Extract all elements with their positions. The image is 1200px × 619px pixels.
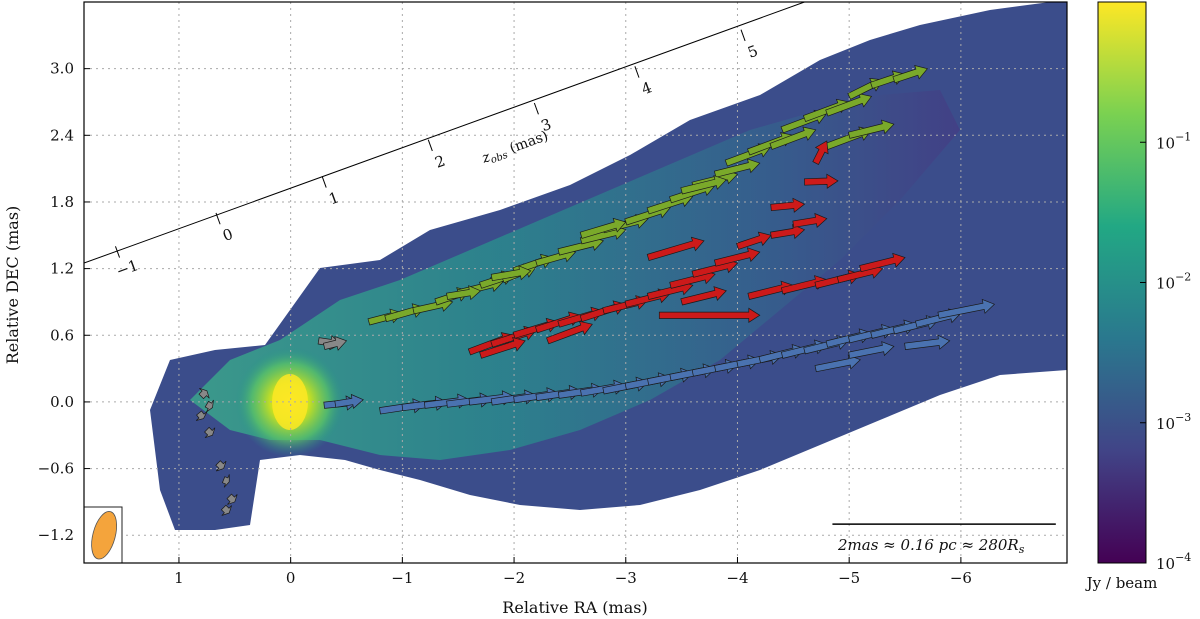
colorbar-tick-label: 10−2 bbox=[1156, 271, 1191, 293]
z-obs-tick bbox=[634, 66, 640, 78]
velocity-arrow bbox=[579, 217, 627, 239]
z-obs-tick bbox=[215, 212, 221, 225]
velocity-arrow bbox=[215, 460, 227, 472]
velocity-arrow bbox=[736, 231, 772, 250]
velocity-arrow bbox=[770, 224, 806, 240]
vector-series-2 bbox=[323, 298, 996, 415]
y-axis-title: Relative DEC (mas) bbox=[3, 206, 22, 365]
velocity-arrow bbox=[770, 197, 806, 213]
z-obs-tick-label: 4 bbox=[639, 78, 654, 98]
velocity-arrow bbox=[658, 307, 761, 323]
velocity-arrow bbox=[680, 175, 727, 195]
z-obs-tick-label: 5 bbox=[745, 42, 760, 62]
velocity-arrow bbox=[646, 236, 705, 262]
z-obs-tick-label: −1 bbox=[114, 256, 141, 280]
colorbar-tick-label: 10−4 bbox=[1156, 551, 1191, 573]
velocity-arrow bbox=[792, 212, 828, 228]
z-obs-tick-label: 0 bbox=[220, 225, 235, 245]
z-obs-tick-label: 2 bbox=[432, 152, 447, 172]
x-tick-label: −6 bbox=[950, 569, 972, 587]
jet-emission-mid bbox=[190, 90, 960, 460]
velocity-arrow bbox=[226, 493, 238, 505]
velocity-arrow bbox=[490, 265, 532, 282]
y-tick-label: −1.2 bbox=[38, 526, 74, 544]
y-tick-label: 1.8 bbox=[50, 193, 74, 211]
z-obs-tick bbox=[427, 139, 433, 152]
vector-series-1 bbox=[467, 140, 906, 359]
velocity-arrow bbox=[204, 399, 214, 413]
velocity-arrow bbox=[479, 336, 526, 359]
x-tick-label: 1 bbox=[174, 569, 184, 587]
colorbar: Jy / beam 10−4 10−3 10−2 10−1 bbox=[1085, 1, 1191, 592]
z-obs-tick-label: 1 bbox=[326, 188, 341, 208]
z-obs-tick bbox=[533, 102, 539, 115]
y-tick-label: −0.6 bbox=[38, 460, 74, 478]
velocity-arrow bbox=[195, 410, 208, 421]
z-obs-tick bbox=[740, 29, 746, 42]
velocity-arrow bbox=[334, 393, 364, 409]
velocity-arrow bbox=[446, 285, 482, 301]
velocity-arrow bbox=[825, 93, 873, 117]
scale-bar-label: 2mas ≈ 0.16 pc ≈ 280Rs bbox=[837, 536, 1025, 556]
x-tick-label: −5 bbox=[838, 569, 860, 587]
x-tick-label: −2 bbox=[503, 569, 525, 587]
z-obs-tick bbox=[114, 246, 121, 258]
velocity-arrow bbox=[220, 504, 232, 516]
beam-ellipse bbox=[91, 511, 118, 560]
velocity-arrow bbox=[812, 140, 829, 165]
scale-bar: 2mas ≈ 0.16 pc ≈ 280Rs bbox=[832, 523, 1056, 556]
colorbar-bar bbox=[1097, 1, 1147, 564]
plot-frame bbox=[83, 1, 1068, 564]
velocity-arrow bbox=[804, 173, 839, 189]
y-tick-label: 3.0 bbox=[50, 60, 74, 78]
y-tick-label: 0.0 bbox=[50, 393, 74, 411]
x-tick-label: −4 bbox=[726, 569, 748, 587]
velocity-arrow bbox=[546, 320, 593, 345]
velocity-arrow bbox=[204, 426, 216, 439]
velocity-arrow bbox=[221, 474, 230, 488]
y-tick-label: 2.4 bbox=[50, 126, 74, 144]
y-tick-label: 0.6 bbox=[50, 326, 74, 344]
colorbar-tick-label: 10−1 bbox=[1156, 130, 1191, 152]
beam-indicator bbox=[83, 506, 123, 564]
grid: 1 0 −1 −2 −3 −4 −5 −6 3.0 2.4 1.8 1.2 0.6 0.0 −0.6 −1.2 bbox=[38, 2, 1067, 587]
velocity-arrow bbox=[937, 298, 996, 319]
velocity-arrow bbox=[680, 286, 727, 306]
velocity-arrow bbox=[904, 334, 951, 350]
velocity-arrow bbox=[322, 335, 348, 351]
y-tick-label: 1.2 bbox=[50, 260, 74, 278]
x-tick-label: 0 bbox=[286, 569, 296, 587]
velocity-arrow bbox=[769, 126, 817, 150]
velocity-arrow bbox=[713, 158, 761, 178]
velocity-arrow bbox=[198, 387, 210, 400]
x-axis-title: Relative RA (mas) bbox=[502, 598, 647, 617]
z-obs-axis-line bbox=[84, 2, 805, 264]
velocity-arrow bbox=[892, 65, 929, 84]
x-tick-label: −3 bbox=[615, 569, 637, 587]
vector-series-0 bbox=[367, 65, 929, 326]
velocity-arrow bbox=[713, 247, 761, 267]
velocity-arrow bbox=[847, 119, 895, 139]
intensity-image bbox=[150, 2, 1067, 530]
colorbar-tick-label: 10−3 bbox=[1156, 411, 1191, 433]
velocity-arrow bbox=[848, 341, 895, 359]
z-obs-tick bbox=[321, 176, 327, 188]
x-tick-label: −1 bbox=[391, 569, 413, 587]
velocity-arrow bbox=[859, 252, 906, 273]
velocity-vectors bbox=[195, 65, 996, 516]
vector-series-3 bbox=[195, 334, 348, 516]
z-obs-axis-label: zobs (mas) bbox=[479, 128, 551, 169]
colorbar-title: Jy / beam bbox=[1085, 574, 1158, 592]
